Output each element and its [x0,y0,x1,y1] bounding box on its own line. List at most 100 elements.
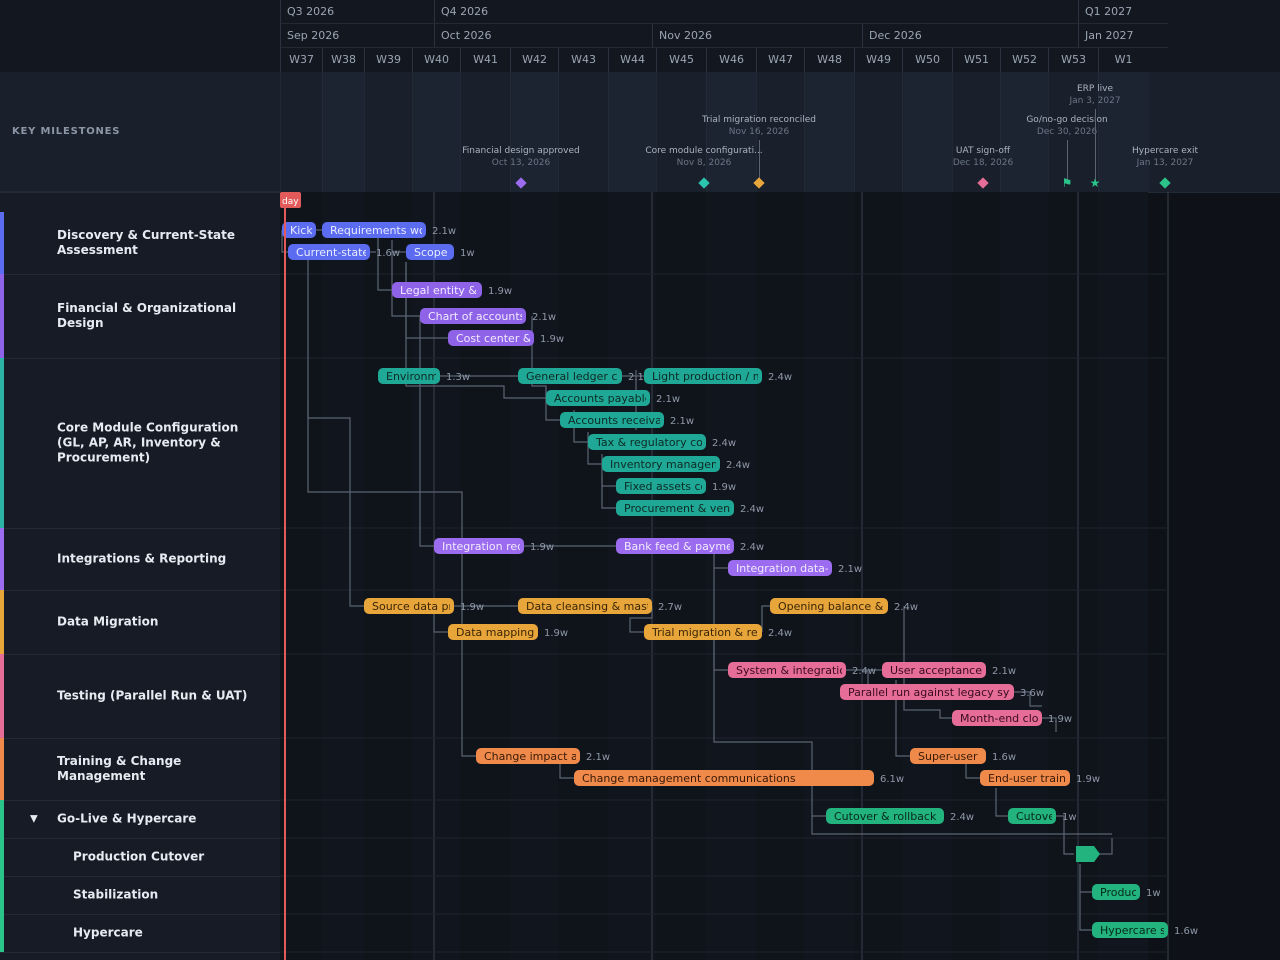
dependency-connector [1056,815,1074,855]
subgroup-row[interactable]: Production Cutover [0,838,280,877]
task-bar[interactable] [616,538,734,554]
week-cell: W37 [280,48,322,72]
month-cell: Jan 2027 [1078,24,1168,48]
task-bar[interactable] [616,500,734,516]
group-row[interactable]: ▼ Go-Live & Hypercare [0,800,280,839]
group-row[interactable]: Discovery & Current-State Assessment [0,212,280,275]
group-color-strip [0,838,4,876]
week-cell: W49 [854,48,902,72]
cutover-summary-marker[interactable] [1076,846,1100,862]
task-bar[interactable] [322,222,426,238]
task-label: Month-end close [960,712,1051,725]
task-label: Kickoff [290,224,327,237]
task-label: Cost center & profit center [456,332,604,345]
task-bar[interactable] [406,244,454,260]
task-label: Integration data-flow testing [736,562,893,575]
quarter-cell: Q3 2026 [280,0,434,24]
task-bar[interactable] [602,456,720,472]
group-color-strip [0,876,4,914]
task-bar[interactable] [560,412,664,428]
group-row[interactable]: Integrations & Reporting [0,528,280,591]
task-label: Data mapping [456,626,534,639]
task-bar[interactable] [910,748,986,764]
task-label: General ledger configuration [526,370,684,383]
star-icon[interactable]: ★ [1089,176,1101,190]
today-badge [280,192,301,208]
dependency-connector [601,476,616,509]
subgroup-row[interactable]: Hypercare [0,914,280,953]
dependency-connector [377,230,392,291]
month-cell: Sep 2026 [280,24,434,48]
task-bar[interactable] [288,244,370,260]
task-bar[interactable] [980,770,1070,786]
task-bar[interactable] [1092,922,1168,938]
group-row[interactable]: Training & Change Management [0,738,280,801]
task-duration: 1.9w [1048,714,1072,725]
group-label: Integrations & Reporting [57,551,227,566]
task-label: Light production / mock [652,370,783,383]
week-stripe [756,72,805,192]
subgroup-row[interactable]: Stabilization [0,876,280,915]
collapse-caret-icon[interactable]: ▼ [30,813,38,825]
group-row[interactable]: Financial & Organizational Design [0,274,280,359]
task-bar[interactable] [644,624,762,640]
milestone-band: Financial design approved Oct 13, 2026 Cor… [280,72,1280,193]
task-bar[interactable] [546,390,650,406]
group-row[interactable]: Core Module Configuration (GL, AP, AR, I… [0,358,280,529]
task-bar[interactable] [420,308,526,324]
flag-icon[interactable]: ⚑ [1061,176,1073,190]
task-bar[interactable] [518,598,652,614]
week-cell: W48 [804,48,854,72]
week-column [902,192,952,960]
task-bar[interactable] [378,368,440,384]
task-label: Procurement & vendor [624,502,749,515]
group-row[interactable]: Data Migration [0,590,280,655]
milestone-diamond-icon[interactable] [1159,177,1171,189]
task-bar[interactable] [644,368,762,384]
task-bar[interactable] [728,560,832,576]
group-row[interactable]: Testing (Parallel Run & UAT) [0,654,280,739]
group-color-strip [0,528,4,590]
task-bar[interactable] [448,330,534,346]
task-bar[interactable] [282,222,316,238]
task-bar[interactable] [448,624,538,640]
task-bar[interactable] [518,368,622,384]
milestone-date: Jan 13, 2027 [1136,158,1194,168]
task-duration: 2.1w [670,416,694,427]
task-bar[interactable] [434,538,524,554]
task-label: Scope [414,246,448,259]
task-duration: 3.6w [1020,688,1044,699]
tree-header-blank [0,0,280,73]
group-label: Go-Live & Hypercare [57,811,197,826]
task-bar[interactable] [616,478,706,494]
week-column [322,192,364,960]
week-stripe [322,72,365,192]
task-bar[interactable] [770,598,888,614]
group-color-strip [0,654,4,738]
task-duration: 1.6w [992,752,1016,763]
dependency-connector [1014,691,1042,707]
task-bar[interactable] [728,662,846,678]
task-bar[interactable] [476,748,580,764]
task-duration: 2.4w [852,666,876,677]
task-bar[interactable] [1092,884,1140,900]
task-bar[interactable] [882,662,986,678]
task-duration: 2.4w [950,812,974,823]
week-cell: W47 [756,48,804,72]
task-bar[interactable] [392,282,482,298]
task-bar[interactable] [840,684,1014,700]
task-bar[interactable] [364,598,454,614]
task-label: Change management communications [582,772,796,785]
task-label: Fixed assets configuration [624,480,768,493]
dependency-connector [419,316,434,547]
task-bar[interactable] [826,808,944,824]
week-column [1098,192,1148,960]
milestone-date: Nov 8, 2026 [676,158,732,168]
week-stripe [510,72,559,192]
task-bar[interactable] [952,710,1042,726]
task-bar[interactable] [1008,808,1056,824]
task-bar[interactable] [574,770,874,786]
group-label: Discovery & Current-State Assessment [57,228,236,257]
task-bar[interactable] [588,434,706,450]
week-column [1000,192,1048,960]
